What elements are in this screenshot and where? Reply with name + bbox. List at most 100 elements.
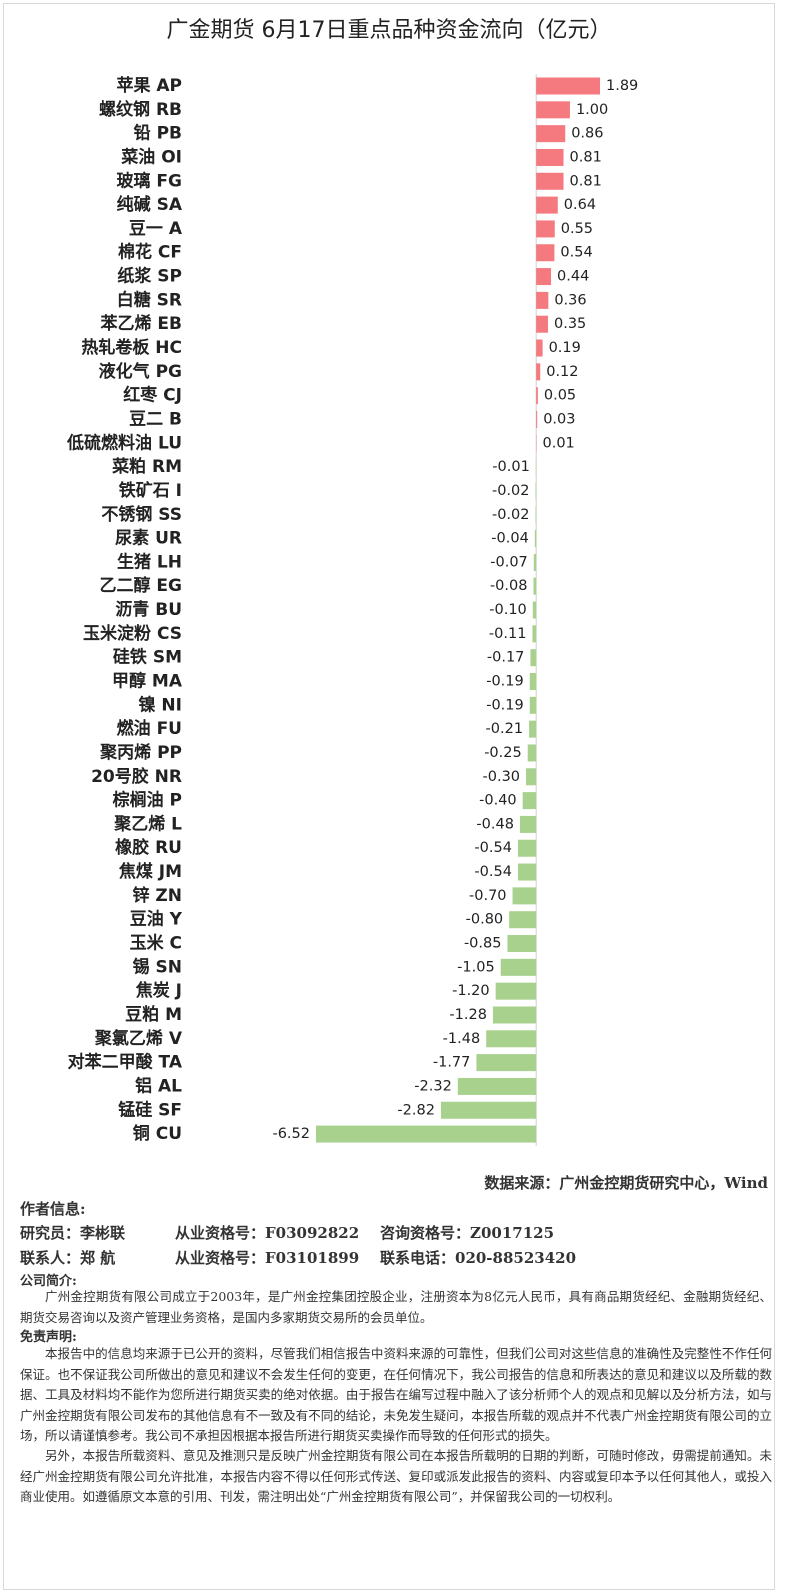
value-label: 0.03 <box>543 411 575 427</box>
category-label: 热轧卷板 HC <box>81 337 182 358</box>
value-label: 0.64 <box>564 197 596 213</box>
category-label: 菜油 OI <box>120 146 182 167</box>
bar <box>440 1101 537 1119</box>
bar <box>529 696 537 714</box>
value-label: -0.70 <box>469 888 507 904</box>
category-label: 铝 AL <box>135 1075 182 1096</box>
bar <box>536 387 538 405</box>
category-label: 聚丙烯 PP <box>99 742 182 763</box>
value-label: -0.85 <box>464 936 502 952</box>
value-label: -0.02 <box>492 507 530 523</box>
bar <box>519 815 537 833</box>
value-label: 0.54 <box>560 245 592 261</box>
value-label: 0.81 <box>570 149 602 165</box>
value-label: 0.86 <box>571 126 603 142</box>
phone: 联系电话：020-88523420 <box>380 1249 577 1267</box>
value-label: -0.30 <box>483 769 521 785</box>
category-label: 生猪 LH <box>117 551 182 572</box>
bar <box>536 315 548 333</box>
category-label: 低硫燃料油 LU <box>66 432 182 453</box>
category-label: 白糖 SR <box>117 289 182 310</box>
category-label: 菜粕 RM <box>111 456 182 477</box>
value-label: -0.10 <box>489 602 527 618</box>
category-label: 铜 CU <box>133 1123 182 1144</box>
category-label: 玉米淀粉 CS <box>83 623 182 644</box>
bar <box>529 720 537 738</box>
category-label: 尿素 UR <box>115 529 182 549</box>
bar <box>517 863 537 881</box>
category-label: 玻璃 FG <box>117 170 183 191</box>
category-label: 锌 ZN <box>133 885 182 906</box>
value-label: -0.04 <box>491 531 529 547</box>
value-label: -0.80 <box>466 912 504 928</box>
bar <box>536 268 552 286</box>
disclaimer-heading: 免责声明: <box>20 1330 77 1345</box>
contact: 联系人：郑 航 <box>20 1249 116 1267</box>
bar <box>536 410 538 428</box>
value-label: -0.54 <box>474 864 512 880</box>
company-heading: 公司简介: <box>20 1274 77 1289</box>
value-label: -0.08 <box>490 578 528 594</box>
value-label: -0.25 <box>484 745 522 761</box>
category-label: 镍 NI <box>139 694 182 715</box>
bar <box>534 530 537 548</box>
source: 数据来源：广州金控期货研究中心，Wind <box>484 1174 768 1192</box>
category-label: 铁矿石 I <box>119 480 182 501</box>
value-label: -0.48 <box>476 816 514 832</box>
bar <box>500 958 537 976</box>
category-label: 纸浆 SP <box>117 266 182 287</box>
report: 广金期货 6月17日重点品种资金流向（亿元） 苹果 AP 1.89 螺纹钢 RB 1.… <box>3 3 775 1590</box>
bar <box>536 77 600 95</box>
bar <box>495 982 537 1000</box>
category-label: 豆一 A <box>129 219 183 239</box>
value-label: 0.19 <box>549 340 581 356</box>
bar <box>530 649 537 667</box>
bar <box>512 887 537 905</box>
value-label: 0.01 <box>543 435 575 451</box>
value-label: 0.05 <box>544 388 576 404</box>
value-label: 0.81 <box>570 173 602 189</box>
value-label: 1.89 <box>606 78 638 94</box>
bar <box>457 1077 537 1095</box>
chart-title: 广金期货 6月17日重点品种资金流向（亿元） <box>167 18 612 43</box>
bar <box>316 1125 537 1143</box>
researcher-row: 研究员：李彬联 从业资格号：F03092822 咨询资格号：Z0017125 <box>20 1222 554 1243</box>
bar <box>536 291 549 309</box>
value-label: -2.32 <box>414 1078 452 1094</box>
author-heading: 作者信息: <box>20 1200 86 1218</box>
category-label: 不锈钢 SS <box>101 504 182 525</box>
bar <box>536 148 564 166</box>
value-label: 0.55 <box>561 221 593 237</box>
category-label: 豆油 Y <box>130 909 183 930</box>
value-label: -0.19 <box>486 674 524 690</box>
value-label: 0.12 <box>546 364 578 380</box>
category-label: 棕榈油 P <box>113 790 182 811</box>
value-label: 0.36 <box>554 292 586 308</box>
value-label: 1.00 <box>576 102 608 118</box>
category-label: 锡 SN <box>133 956 182 977</box>
value-label: -0.07 <box>490 554 528 570</box>
bar <box>536 101 570 119</box>
value-label: -1.05 <box>457 959 495 975</box>
license: 从业资格号：F03092822 <box>175 1224 360 1242</box>
bar <box>526 768 537 786</box>
disclaimer-text: 另外，本报告所载资料、意见及推测只是反映广州金控期货有限公司在本报告所载明的日期… <box>20 1448 772 1504</box>
value-label: -1.20 <box>452 983 490 999</box>
category-label: 硅铁 SM <box>113 647 182 668</box>
value-label: 0.35 <box>554 316 586 332</box>
value-label: -0.21 <box>486 721 524 737</box>
bar <box>536 172 564 190</box>
bar <box>536 244 555 262</box>
researcher: 研究员：李彬联 <box>20 1224 126 1242</box>
company-text: 广州金控期货有限公司成立于2003年，是广州金控集团控股企业，注册资本为8亿元人… <box>20 1289 772 1325</box>
category-label: 豆二 B <box>129 409 182 429</box>
category-label: 铅 PB <box>134 123 182 144</box>
value-label: -0.17 <box>487 650 525 666</box>
category-label: 苹果 AP <box>116 75 182 96</box>
bar <box>533 577 537 595</box>
value-label: -6.52 <box>272 1126 310 1142</box>
value-label: -1.48 <box>443 1031 481 1047</box>
bar <box>536 196 558 214</box>
category-label: 橡胶 RU <box>115 837 182 858</box>
